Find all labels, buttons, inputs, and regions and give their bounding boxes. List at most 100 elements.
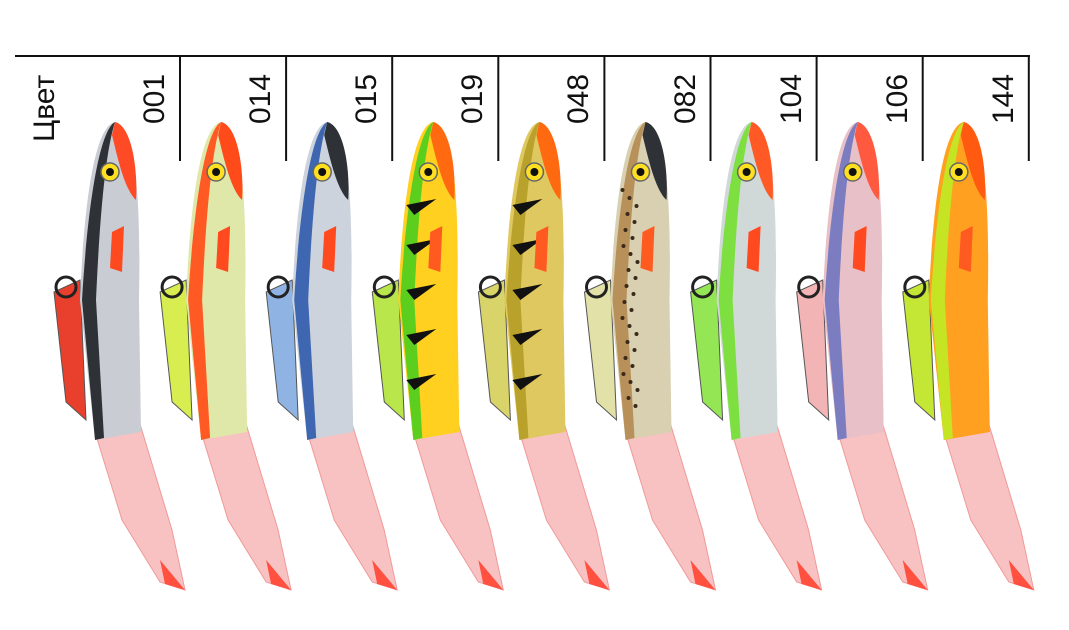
lure-back [612,122,646,440]
lure-spot [635,388,640,392]
lure-head [642,122,667,200]
lure-fin [958,226,973,272]
lure-spot [621,244,626,248]
lure-spot [627,324,632,328]
lure-keel [796,279,830,422]
lure-fin [534,226,549,272]
lure-spot [625,212,630,216]
lure-tail-tip [372,560,398,590]
lure-tail-tip [478,560,504,590]
lure-tail-tip [160,560,185,590]
hook-icon [691,275,715,299]
lure-spot [623,228,628,232]
lure-stripe [512,284,543,300]
lure-head [112,122,137,200]
lure-spot [630,364,635,368]
lure-spot [628,252,633,256]
lure-tail [518,423,611,591]
lure-spot [620,316,625,320]
lure-fin [640,226,655,272]
color-code-015: 015 [350,73,384,124]
color-code-144: 144 [986,73,1020,124]
lure-keel [159,279,193,422]
lure-tail-tip [690,560,716,590]
lure-stripe [406,199,437,215]
lure-stripe [512,239,543,255]
lure-tail-tip [584,560,610,590]
lure-fin [428,226,443,272]
lure-spot [623,356,628,360]
lure-tail [306,423,398,591]
color-code-019: 019 [456,73,490,124]
lure-spot [626,268,631,272]
hook-icon [903,275,927,299]
lure-144 [902,122,1035,591]
lure-head [960,122,986,200]
lure-back [930,122,964,440]
lure-keel [690,279,724,422]
lure-back [718,122,752,440]
hook-icon [54,275,78,299]
lure-tail [624,423,717,591]
lure-back [82,122,115,440]
lure-head [430,122,455,200]
lure-fin [110,226,124,272]
lure-back [188,122,222,440]
lure-head [536,122,561,200]
lure-stripe [406,374,437,390]
lure-keel [371,279,405,422]
lure-048 [477,122,611,591]
lure-pupil [742,168,751,176]
lure-stripe [512,329,543,345]
lure-014 [159,122,292,591]
hook-icon [160,275,184,299]
lure-spot [633,404,638,408]
lure-pupil [954,168,963,176]
lure-pupil [424,168,433,176]
color-code-104: 104 [774,73,808,124]
lure-spot [621,372,626,376]
lure-082 [583,122,717,591]
lure-pupil [106,168,114,176]
lure-pupil [848,168,857,176]
lure-tail [837,423,929,591]
lure-keel [53,279,87,422]
color-code-082: 082 [668,73,702,124]
lure-fin [746,226,761,272]
color-code-048: 048 [562,73,596,124]
lure-spot [627,196,632,200]
lure-back [400,122,434,440]
lure-spot [635,260,640,264]
lure-head [748,122,773,200]
lure-spot [624,284,629,288]
lure-pupil [636,168,645,176]
lure-spot [632,220,637,224]
lure-pupil [530,168,539,176]
lure-104 [690,122,823,591]
lure-tail-tip [796,560,822,590]
hook-icon [797,275,821,299]
lure-keel [583,279,618,422]
lure-spot [634,332,639,336]
lure-106 [796,122,929,591]
lure-pupil [212,168,221,176]
lure-tail [94,423,186,591]
lure-spot [622,300,627,304]
lure-stripe [406,284,437,300]
lure-stripe [406,239,437,255]
lure-019 [371,122,504,591]
lure-back [294,122,328,440]
lure-tail [412,423,504,591]
hook-icon [585,275,608,299]
lure-head [324,122,349,200]
lure-spot [626,396,631,400]
lure-tail [200,423,292,591]
color-code-106: 106 [880,73,914,124]
lure-keel [265,279,299,422]
lure-fin [216,226,231,272]
lure-tail-tip [902,560,928,590]
lure-head [854,122,880,200]
lure-stripe [512,199,543,215]
lure-spot [631,292,636,296]
